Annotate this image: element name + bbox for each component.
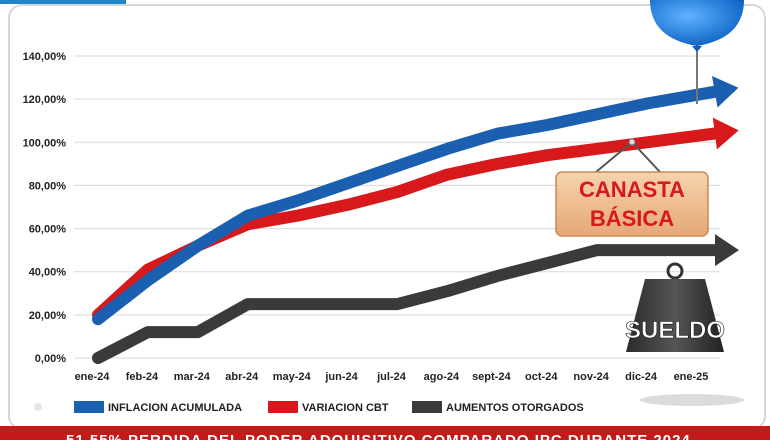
y-tick-label: 60,00%: [29, 224, 67, 236]
legend-item-aumentos: AUMENTOS OTORGADOS: [412, 401, 584, 414]
x-tick-label: nov-24: [573, 371, 609, 383]
legend-item-inflacion: INFLACION ACUMULADA: [74, 401, 242, 414]
x-tick-label: may-24: [273, 371, 312, 383]
series-arrowhead-2: [715, 234, 739, 267]
x-tick-label: ago-24: [424, 371, 460, 383]
x-tick-label: ene-25: [674, 371, 709, 383]
x-tick-label: mar-24: [174, 371, 211, 383]
x-tick-label: oct-24: [525, 371, 558, 383]
series-arrowhead-1: [712, 117, 739, 150]
y-tick-label: 140,00%: [23, 51, 67, 63]
x-tick-label: sept-24: [472, 371, 511, 383]
series-arrowhead-0: [712, 76, 739, 108]
x-tick-label: abr-24: [225, 371, 259, 383]
canasta-basica-sign: CANASTA BÁSICA: [555, 138, 709, 237]
legend-label-inflacion: INFLACION ACUMULADA: [108, 402, 242, 414]
balloon-icon: [650, 0, 744, 104]
x-tick-label: feb-24: [126, 371, 159, 383]
legend-item-cbt: VARIACION CBT: [268, 401, 389, 414]
canasta-line1: CANASTA: [579, 177, 685, 202]
x-tick-label: ene-24: [75, 371, 111, 383]
bottom-banner: 51,55% PERDIDA DEL PODER ADQUISITIVO COM…: [0, 426, 770, 440]
y-tick-label: 120,00%: [23, 94, 67, 106]
legend-label-cbt: VARIACION CBT: [302, 402, 389, 414]
y-tick-label: 40,00%: [29, 267, 67, 279]
y-tick-label: 20,00%: [29, 310, 67, 322]
y-tick-label: 0,00%: [35, 353, 66, 365]
y-tick-label: 80,00%: [29, 180, 67, 192]
series-lines: [92, 76, 739, 364]
legend-label-aumentos: AUMENTOS OTORGADOS: [446, 402, 584, 414]
y-tick-label: 100,00%: [23, 137, 67, 149]
series-line-0: [92, 85, 721, 326]
sueldo-weight: SUELDO: [625, 262, 725, 352]
series-line-2: [92, 244, 721, 364]
canasta-line2: BÁSICA: [590, 206, 674, 231]
y-axis-ticks: 0,00% 20,00% 40,00% 60,00% 80,00% 100,00% 120,…: [23, 51, 67, 365]
x-tick-label: jun-24: [324, 371, 358, 383]
line-chart: 0,00% 20,00% 40,00% 60,00% 80,00% 100,00% 120,…: [23, 0, 744, 414]
legend: INFLACION ACUMULADA VARIACION CBT AUMENT…: [34, 394, 744, 414]
top-accent-bar: [0, 0, 126, 4]
banner-text: 51,55% PERDIDA DEL PODER ADQUISITIVO COM…: [66, 432, 691, 440]
x-tick-label: jul-24: [376, 371, 407, 383]
x-tick-label: dic-24: [625, 371, 658, 383]
sueldo-label: SUELDO: [625, 317, 725, 344]
x-axis-ticks: ene-24 feb-24 mar-24 abr-24 may-24 jun-24 jul-…: [75, 371, 709, 383]
